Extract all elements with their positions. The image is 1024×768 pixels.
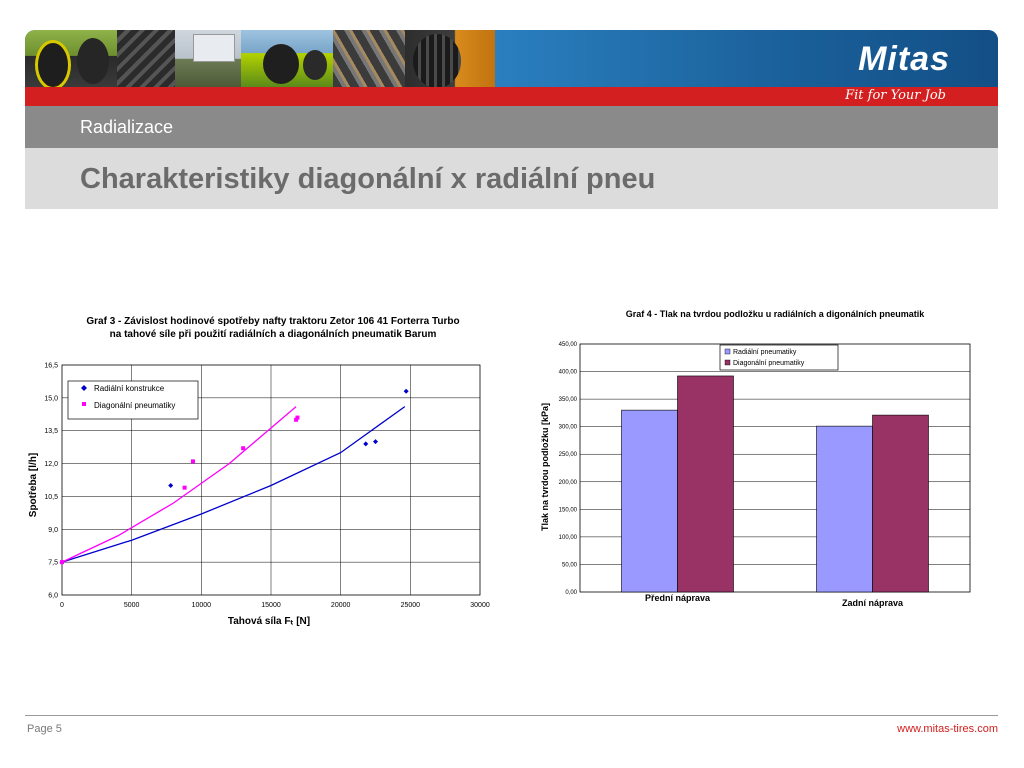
x-tick-label: 0	[60, 602, 64, 609]
legend-diagonal-swatch	[724, 359, 731, 366]
y-tick-label: 13,5	[44, 428, 58, 435]
bar-y-tick-label: 150,00	[559, 507, 578, 513]
bar-category-label: Zadní náprava	[842, 598, 904, 608]
bar-radial-front	[621, 409, 678, 593]
header-banner: Mitas	[25, 30, 998, 87]
y-tick-label: 16,5	[44, 363, 58, 370]
data-point-diagonal	[60, 560, 64, 565]
bar-chart-legend: Radiální pneumatiky Diagonální pneumatik…	[719, 344, 839, 371]
consumption-chart: Graf 3 - Závislost hodinové spotřeby naf…	[20, 305, 500, 635]
pressure-chart: Graf 4 - Tlak na tvrdou podložku u radiá…	[530, 300, 990, 630]
y-tick-label: 7,5	[48, 560, 58, 567]
bar-y-tick-label: 400,00	[559, 370, 578, 376]
bar-y-axis-label: Tlak na tvrdou podložku [kPa]	[540, 403, 550, 531]
y-tick-label: 12,0	[44, 461, 58, 468]
bar-diagonal-front	[677, 375, 734, 593]
loader-photo	[405, 30, 495, 87]
trend-line-diagonal	[61, 406, 297, 563]
bar-legend-diagonal: Diagonální pneumatiky	[733, 360, 805, 367]
data-point-radial	[168, 482, 174, 488]
bar-y-tick-label: 450,00	[559, 342, 578, 348]
footer-link[interactable]: www.mitas-tires.com	[897, 723, 998, 735]
y-tick-label: 6,0	[48, 593, 58, 600]
tire-photo-strip	[25, 30, 495, 87]
bar-y-tick-label: 200,00	[559, 480, 578, 486]
green-tractor-photo	[241, 30, 333, 87]
bar-category-label: Přední náprava	[645, 593, 711, 603]
x-axis-label: Tahová síla Fₜ [N]	[228, 616, 310, 627]
consumption-chart-svg: Graf 3 - Závislost hodinové spotřeby naf…	[28, 316, 490, 627]
legend-square-icon	[82, 402, 86, 406]
data-point-diagonal	[182, 485, 187, 490]
bar-legend-radial: Radiální pneumatiky	[733, 349, 797, 356]
bar-y-tick-label: 50,00	[562, 562, 578, 568]
data-point-diagonal	[190, 459, 195, 464]
chart-legend: Radiální konstrukce Diagonální pneumatik…	[67, 380, 199, 420]
y-tick-label: 9,0	[48, 527, 58, 534]
y-tick-label: 10,5	[44, 494, 58, 501]
bar-y-tick-label: 300,00	[559, 425, 578, 431]
bar-y-tick-label: 100,00	[559, 535, 578, 541]
legend-label-radial: Radiální konstrukce	[94, 384, 165, 393]
legend-radial-swatch	[724, 348, 731, 355]
logo-zone: Mitas	[495, 30, 998, 87]
x-tick-label: 30000	[470, 602, 490, 609]
tagline: Fit for Your Job	[845, 88, 946, 103]
data-point-radial	[373, 439, 378, 445]
bar-chart-title: Graf 4 - Tlak na tvrdou podložku u radiá…	[626, 309, 926, 319]
bar-y-tick-label: 0,00	[565, 590, 577, 596]
data-point-radial	[363, 441, 369, 447]
legend-label-diagonal: Diagonální pneumatiky	[94, 401, 175, 410]
y-axis-label: Spotřeba [l/h]	[28, 453, 39, 517]
legend-diamond-icon	[81, 385, 87, 391]
section-bar: Radializace	[25, 106, 998, 148]
data-point-radial	[403, 388, 409, 394]
tire-tread-photo	[117, 30, 175, 87]
trend-line-radial	[61, 406, 406, 563]
bar-y-tick-label: 350,00	[559, 397, 578, 403]
pressure-chart-svg: Graf 4 - Tlak na tvrdou podložku u radiá…	[540, 309, 971, 608]
tractor-photo	[25, 30, 117, 87]
industrial-tire-photo	[333, 30, 405, 87]
chart-title-line-1: Graf 3 - Závislost hodinové spotřeby naf…	[86, 316, 459, 327]
x-tick-label: 25000	[401, 602, 421, 609]
chart-title-line-2: na tahové síle při použití radiálních a …	[110, 329, 437, 340]
y-tick-label: 15,0	[44, 395, 58, 402]
data-point-diagonal	[295, 415, 300, 420]
page-title: Charakteristiky diagonální x radiální pn…	[80, 163, 656, 195]
x-tick-label: 20000	[331, 602, 351, 609]
title-bar: Charakteristiky diagonální x radiální pn…	[25, 148, 998, 209]
x-tick-label: 15000	[261, 602, 281, 609]
x-tick-label: 5000	[124, 602, 140, 609]
bar-y-tick-label: 250,00	[559, 452, 578, 458]
mitas-logo: Mitas	[858, 40, 950, 78]
bar-diagonal-rear	[872, 414, 929, 593]
footer-divider	[25, 715, 998, 716]
page-number: Page 5	[27, 723, 62, 735]
tagline-bar: Fit for Your Job	[25, 87, 998, 106]
harvester-photo	[175, 30, 241, 87]
x-tick-label: 10000	[192, 602, 212, 609]
section-label: Radializace	[80, 117, 174, 137]
data-point-diagonal	[241, 446, 246, 451]
bar-radial-rear	[816, 425, 873, 593]
data-point-diagonal	[294, 417, 299, 422]
